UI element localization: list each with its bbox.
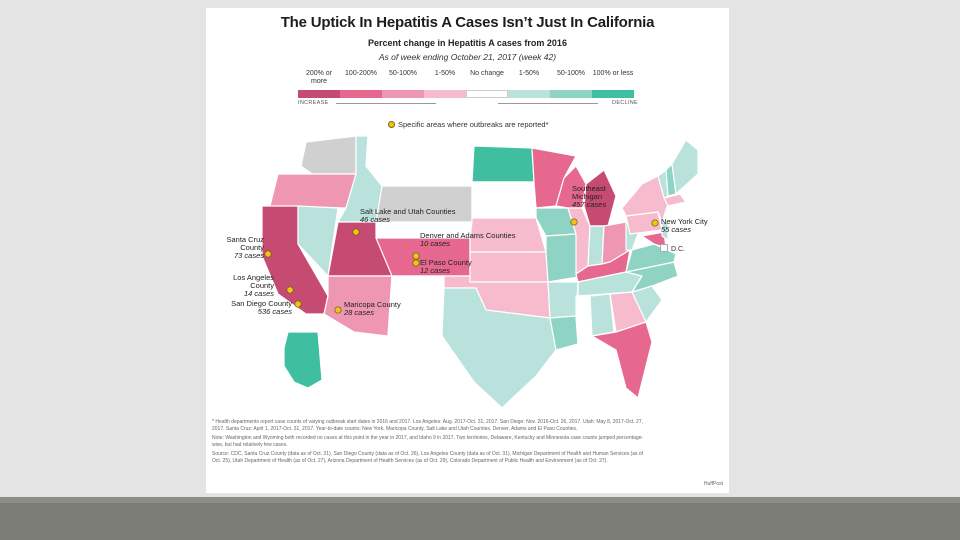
state-OR [269, 173, 357, 209]
legend-item: 50-100% [550, 68, 592, 108]
dc-swatch [660, 244, 668, 252]
state-FL [591, 321, 653, 399]
legend-label: 50-100% [556, 70, 586, 77]
legend-item: No change [466, 68, 508, 108]
state-MO [545, 233, 585, 283]
legend-item: 200% or more [298, 68, 340, 108]
legend-item: 50-100% [382, 68, 424, 108]
legend-item: 100% or less [592, 68, 634, 108]
outbreak-marker-denver [412, 252, 420, 260]
state-NY [621, 175, 669, 223]
legend-swatch [424, 90, 466, 98]
annotation-denver: Denver and Adams Counties 10 cases [420, 231, 516, 248]
outbreak-key: Specific areas where outbreaks are repor… [388, 120, 549, 129]
legend-swatch [340, 90, 382, 98]
state-MS [575, 295, 591, 345]
dc-label: D.C. [671, 246, 685, 253]
legend-swatch [592, 90, 634, 98]
outbreak-marker-maricopa [334, 306, 342, 314]
legend-swatch [508, 90, 550, 98]
us-map [261, 135, 699, 409]
outbreak-marker-new-york [651, 219, 659, 227]
outbreak-marker-salt-lake [352, 228, 360, 236]
footnotes: * Health departments report case counts … [212, 419, 652, 467]
state-TX [441, 287, 557, 409]
state-HI [331, 387, 347, 399]
outbreak-marker-los-angeles [286, 286, 294, 294]
legend-swatch [382, 90, 424, 98]
outbreak-key-label: Specific areas where outbreaks are repor… [398, 120, 549, 129]
increase-label: INCREASE [298, 100, 329, 106]
state-AR [547, 281, 579, 319]
annotation-los-angeles: Los Angeles County 14 cases [233, 273, 274, 298]
state-MT [365, 135, 475, 187]
state-ND [471, 145, 535, 183]
annotation-new-york: New York City 55 cases [661, 217, 708, 234]
legend-label: 50-100% [388, 70, 418, 77]
chart-subtitle: Percent change in Hepatitis A cases from… [368, 38, 567, 48]
state-AK [283, 331, 323, 389]
increase-arrow [336, 103, 436, 104]
state-WA [300, 135, 357, 175]
annotation-michigan: Southeast Michigan 457 cases [572, 184, 607, 209]
footnote-note: Note: Washington and Wyoming both record… [212, 435, 644, 448]
as-of-date: As of week ending October 21, 2017 (week… [378, 52, 557, 62]
legend-item: 1-50% [424, 68, 466, 108]
decline-label: DECLINE [612, 100, 638, 106]
legend-label: 1-50% [518, 70, 540, 77]
legend-swatch [298, 90, 340, 98]
legend-label: No change [470, 70, 504, 77]
decline-arrow [498, 103, 598, 104]
state-NJ [661, 221, 669, 241]
legend-label: 1-50% [434, 70, 456, 77]
slide-footer-accent [0, 497, 960, 503]
legend-item: 100-200% [340, 68, 382, 108]
state-IN [587, 225, 605, 267]
annotation-salt-lake: Salt Lake and Utah Counties 46 cases [360, 207, 456, 224]
outbreak-marker-michigan [570, 218, 578, 226]
annotation-san-diego: San Diego County 536 cases [231, 299, 292, 316]
legend-item: 1-50% [508, 68, 550, 108]
footnote-source: Source: CDC, Santa Cruz County (data as … [212, 451, 644, 464]
color-legend: 200% or more 100-200% 50-100% 1-50% No c… [298, 68, 638, 108]
legend-label: 100-200% [345, 70, 377, 77]
state-SD [471, 181, 537, 219]
legend-label: 200% or more [305, 70, 333, 85]
state-MA [663, 193, 687, 207]
legend-swatch [466, 90, 508, 98]
infographic-card: The Uptick In Hepatitis A Cases Isn’t Ju… [206, 8, 729, 493]
legend-swatch [550, 90, 592, 98]
annotation-el-paso: El Paso County 12 cases [420, 258, 472, 275]
credit: HuffPost [703, 481, 723, 487]
legend-label: 100% or less [592, 70, 634, 77]
outbreak-dot-icon [388, 121, 395, 128]
footnote-asterisk: * Health departments report case counts … [212, 419, 644, 432]
chart-title: The Uptick In Hepatitis A Cases Isn’t Ju… [280, 14, 655, 31]
annotation-santa-cruz: Santa Cruz County 73 cases [226, 235, 264, 260]
state-ME [671, 139, 699, 195]
outbreak-marker-san-diego [294, 300, 302, 308]
outbreak-marker-santa-cruz [264, 250, 272, 258]
annotation-maricopa: Maricopa County 28 cases [344, 300, 401, 317]
slide-footer-band [0, 497, 960, 540]
outbreak-marker-el-paso [412, 259, 420, 267]
dc-key: D.C. [660, 244, 685, 253]
